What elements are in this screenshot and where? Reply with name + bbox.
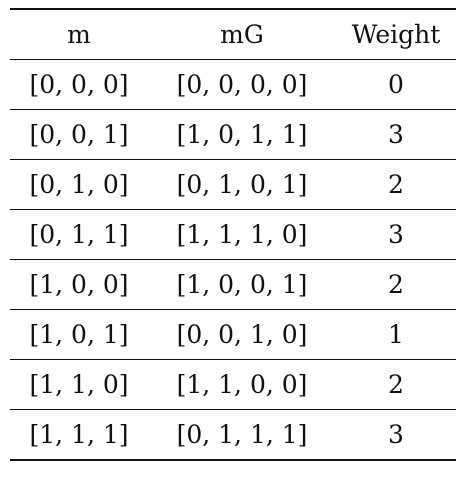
cell-m: [1, 1, 0]	[29, 370, 129, 399]
cell-m: [0, 0, 0]	[29, 70, 129, 99]
row-rule	[10, 259, 456, 260]
top-rule	[10, 8, 456, 10]
cell-m: [1, 0, 0]	[29, 270, 129, 299]
row-rule	[10, 209, 456, 210]
cell-mg: [1, 0, 0, 1]	[176, 270, 308, 299]
cell-m: [1, 1, 1]	[29, 420, 129, 449]
cell-mg: [0, 0, 0, 0]	[176, 70, 308, 99]
cell-m: [0, 0, 1]	[29, 120, 129, 149]
cell-mg: [0, 0, 1, 0]	[176, 320, 308, 349]
table-row: [0, 0, 0] [0, 0, 0, 0] 0	[10, 60, 456, 109]
cell-m: [0, 1, 0]	[29, 170, 129, 199]
cell-weight: 2	[388, 370, 404, 399]
cell-mg: [0, 1, 1, 1]	[176, 420, 308, 449]
cell-mg: [0, 1, 0, 1]	[176, 170, 308, 199]
cell-weight: 1	[388, 320, 404, 349]
cell-mg: [1, 1, 0, 0]	[176, 370, 308, 399]
header-mg: mG	[220, 20, 264, 49]
cell-m: [1, 0, 1]	[29, 320, 129, 349]
header-rule	[10, 59, 456, 60]
cell-weight: 3	[388, 120, 404, 149]
table-row: [1, 0, 1] [0, 0, 1, 0] 1	[10, 310, 456, 359]
cell-weight: 2	[388, 270, 404, 299]
table-row: [0, 1, 0] [0, 1, 0, 1] 2	[10, 160, 456, 209]
cell-mg: [1, 1, 1, 0]	[176, 220, 308, 249]
row-rule	[10, 359, 456, 360]
cell-m: [0, 1, 1]	[29, 220, 129, 249]
table-row: [1, 1, 0] [1, 1, 0, 0] 2	[10, 360, 456, 409]
table-header-row: m mG Weight	[10, 10, 456, 59]
header-m: m	[67, 20, 91, 49]
table-row: [0, 0, 1] [1, 0, 1, 1] 3	[10, 110, 456, 159]
cell-weight: 3	[388, 220, 404, 249]
table-row: [0, 1, 1] [1, 1, 1, 0] 3	[10, 210, 456, 259]
row-rule	[10, 159, 456, 160]
cell-mg: [1, 0, 1, 1]	[176, 120, 308, 149]
row-rule	[10, 309, 456, 310]
header-weight: Weight	[351, 20, 441, 49]
row-rule	[10, 409, 456, 410]
table-row: [1, 0, 0] [1, 0, 0, 1] 2	[10, 260, 456, 309]
codeword-table: m mG Weight [0, 0, 0] [0, 0, 0, 0] 0 [0,…	[10, 8, 456, 461]
bottom-rule	[10, 459, 456, 461]
cell-weight: 2	[388, 170, 404, 199]
cell-weight: 0	[388, 70, 404, 99]
cell-weight: 3	[388, 420, 404, 449]
row-rule	[10, 109, 456, 110]
table-row: [1, 1, 1] [0, 1, 1, 1] 3	[10, 410, 456, 459]
